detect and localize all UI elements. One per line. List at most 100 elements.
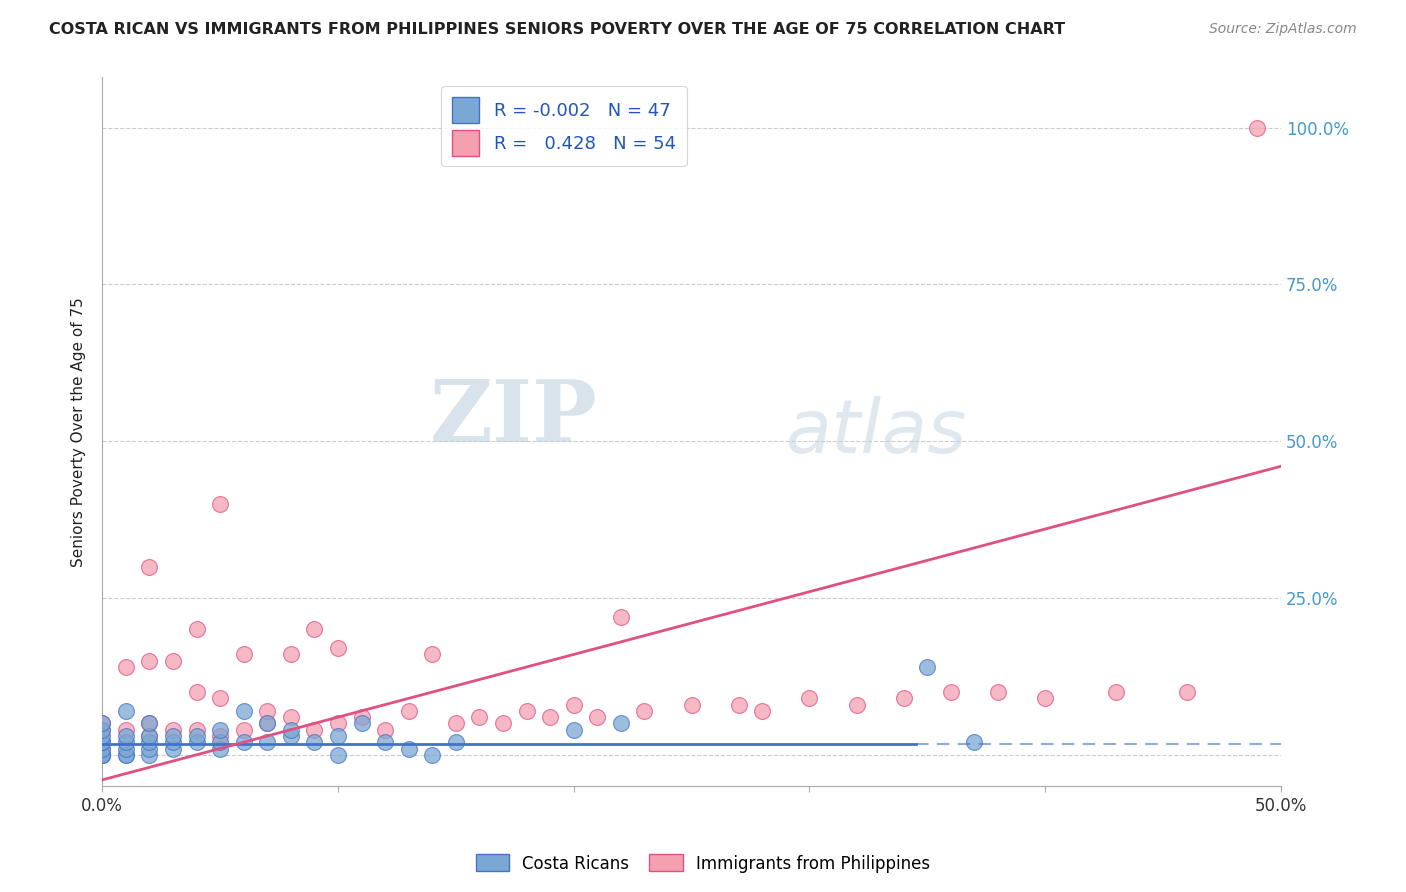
- Point: [256, 716, 278, 731]
- Point: [304, 623, 326, 637]
- Point: [138, 741, 160, 756]
- Point: [91, 723, 114, 737]
- Point: [209, 723, 232, 737]
- Point: [162, 735, 184, 749]
- Point: [209, 497, 232, 511]
- Point: [138, 729, 160, 743]
- Point: [114, 747, 136, 762]
- Point: [114, 704, 136, 718]
- Point: [186, 685, 208, 699]
- Point: [987, 685, 1010, 699]
- Point: [280, 723, 302, 737]
- Point: [186, 729, 208, 743]
- Point: [91, 747, 114, 762]
- Point: [91, 716, 114, 731]
- Point: [304, 723, 326, 737]
- Point: [91, 747, 114, 762]
- Point: [209, 741, 232, 756]
- Point: [138, 729, 160, 743]
- Point: [91, 735, 114, 749]
- Point: [398, 741, 420, 756]
- Point: [232, 735, 254, 749]
- Point: [374, 723, 396, 737]
- Point: [162, 723, 184, 737]
- Point: [799, 691, 821, 706]
- Point: [1033, 691, 1056, 706]
- Text: atlas: atlas: [786, 396, 967, 467]
- Point: [114, 735, 136, 749]
- Y-axis label: Seniors Poverty Over the Age of 75: Seniors Poverty Over the Age of 75: [72, 297, 86, 566]
- Point: [138, 747, 160, 762]
- Point: [114, 741, 136, 756]
- Point: [209, 691, 232, 706]
- Point: [610, 609, 633, 624]
- Point: [681, 698, 703, 712]
- Point: [420, 747, 443, 762]
- Point: [610, 716, 633, 731]
- Point: [91, 735, 114, 749]
- Point: [162, 729, 184, 743]
- Point: [280, 729, 302, 743]
- Text: ZIP: ZIP: [430, 376, 598, 459]
- Point: [138, 654, 160, 668]
- Point: [91, 747, 114, 762]
- Point: [186, 623, 208, 637]
- Point: [91, 747, 114, 762]
- Point: [280, 648, 302, 662]
- Point: [917, 660, 939, 674]
- Point: [1246, 120, 1268, 135]
- Point: [138, 559, 160, 574]
- Point: [633, 704, 655, 718]
- Point: [256, 716, 278, 731]
- Point: [256, 735, 278, 749]
- Point: [91, 747, 114, 762]
- Point: [516, 704, 538, 718]
- Point: [91, 723, 114, 737]
- Point: [91, 729, 114, 743]
- Point: [91, 741, 114, 756]
- Point: [374, 735, 396, 749]
- Point: [91, 741, 114, 756]
- Point: [350, 716, 373, 731]
- Point: [114, 660, 136, 674]
- Point: [186, 735, 208, 749]
- Point: [326, 641, 349, 656]
- Point: [91, 735, 114, 749]
- Point: [562, 723, 585, 737]
- Point: [91, 716, 114, 731]
- Point: [893, 691, 915, 706]
- Point: [1175, 685, 1198, 699]
- Point: [304, 735, 326, 749]
- Point: [232, 723, 254, 737]
- Text: COSTA RICAN VS IMMIGRANTS FROM PHILIPPINES SENIORS POVERTY OVER THE AGE OF 75 CO: COSTA RICAN VS IMMIGRANTS FROM PHILIPPIN…: [49, 22, 1066, 37]
- Point: [114, 747, 136, 762]
- Point: [162, 741, 184, 756]
- Point: [963, 735, 986, 749]
- Point: [468, 710, 491, 724]
- Point: [538, 710, 561, 724]
- Point: [398, 704, 420, 718]
- Point: [939, 685, 962, 699]
- Point: [326, 716, 349, 731]
- Point: [186, 723, 208, 737]
- Point: [232, 648, 254, 662]
- Legend: R = -0.002   N = 47, R =   0.428   N = 54: R = -0.002 N = 47, R = 0.428 N = 54: [441, 87, 686, 167]
- Point: [444, 716, 467, 731]
- Point: [845, 698, 868, 712]
- Point: [326, 729, 349, 743]
- Point: [1105, 685, 1128, 699]
- Point: [209, 735, 232, 749]
- Point: [138, 735, 160, 749]
- Point: [114, 729, 136, 743]
- Legend: Costa Ricans, Immigrants from Philippines: Costa Ricans, Immigrants from Philippine…: [470, 847, 936, 880]
- Point: [492, 716, 515, 731]
- Point: [138, 716, 160, 731]
- Point: [444, 735, 467, 749]
- Point: [232, 704, 254, 718]
- Point: [138, 716, 160, 731]
- Point: [280, 710, 302, 724]
- Point: [727, 698, 749, 712]
- Point: [209, 729, 232, 743]
- Point: [256, 704, 278, 718]
- Point: [114, 723, 136, 737]
